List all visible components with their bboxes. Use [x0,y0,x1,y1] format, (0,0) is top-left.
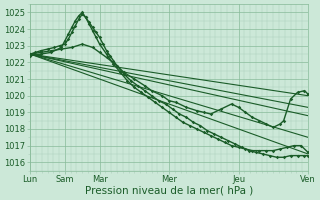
X-axis label: Pression niveau de la mer( hPa ): Pression niveau de la mer( hPa ) [85,186,253,196]
